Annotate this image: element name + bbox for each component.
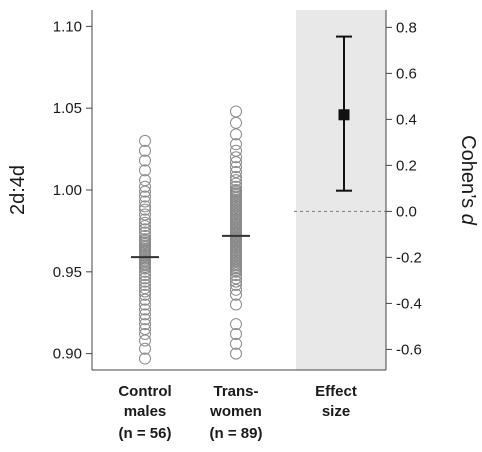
right-y-axis-title-italic: d <box>457 214 479 226</box>
right-tick-label: -0.2 <box>396 249 422 266</box>
data-point <box>230 116 242 129</box>
data-point <box>230 278 242 291</box>
data-point <box>230 161 242 174</box>
data-point <box>230 288 242 301</box>
left-tick-label: 1.00 <box>53 182 82 199</box>
right-y-axis-title-prefix: Cohen’s <box>457 135 479 214</box>
data-point <box>139 278 151 291</box>
right-tick-label: 0.2 <box>396 157 417 174</box>
left-y-axis: 0.90 0.95 1.00 1.05 1.10 <box>53 18 92 363</box>
data-points <box>139 105 242 365</box>
data-point <box>139 318 151 331</box>
data-point <box>139 180 151 193</box>
data-point <box>230 184 242 196</box>
data-point <box>139 154 151 167</box>
data-point <box>230 170 242 183</box>
data-point <box>230 144 242 157</box>
data-point <box>230 166 242 178</box>
data-point <box>139 216 151 229</box>
left-tick-label: 0.90 <box>53 346 82 363</box>
data-point <box>139 282 151 295</box>
data-point <box>139 208 151 221</box>
data-point <box>139 144 151 157</box>
data-point <box>139 352 151 365</box>
data-point <box>139 226 151 239</box>
data-point <box>230 347 242 360</box>
right-tick-label: -0.6 <box>396 341 422 358</box>
data-point <box>139 213 151 226</box>
left-tick-label: 1.05 <box>53 100 82 117</box>
data-point <box>139 342 151 355</box>
data-point <box>139 298 151 311</box>
right-tick-label: -0.4 <box>396 295 422 312</box>
data-point <box>139 285 151 298</box>
data-point <box>139 303 151 316</box>
data-point <box>230 328 242 340</box>
right-tick-label: 0.8 <box>396 19 417 36</box>
group-label-line: males <box>124 403 167 420</box>
data-point <box>139 164 151 177</box>
effect-size-marker <box>294 35 386 212</box>
data-point <box>139 134 151 147</box>
data-point <box>139 223 151 236</box>
data-point <box>139 334 151 347</box>
data-point <box>139 328 151 340</box>
data-point <box>139 275 151 288</box>
data-point <box>139 203 151 216</box>
data-point <box>230 337 242 350</box>
group-label-line: women <box>209 403 262 420</box>
data-point <box>230 105 242 118</box>
data-point <box>139 190 151 203</box>
data-point <box>139 308 151 321</box>
data-point <box>230 151 242 164</box>
data-point <box>230 318 242 331</box>
data-point <box>139 200 151 213</box>
data-point <box>139 288 151 301</box>
data-point <box>139 233 151 246</box>
data-point <box>139 195 151 208</box>
data-point <box>139 323 151 336</box>
x-category-labels: Control males (n = 56) Trans-women (n = 89) E… <box>118 383 357 442</box>
left-tick-label: 1.10 <box>53 18 82 35</box>
right-y-axis-title: Cohen’s d <box>457 135 479 226</box>
data-point <box>230 138 242 151</box>
right-y-axis: -0.6 -0.4 -0.2 0.0 0.2 0.4 0.6 0.8 <box>386 19 422 358</box>
data-point <box>230 180 242 193</box>
effect-size-point <box>338 109 350 121</box>
group-mean-lines <box>131 234 250 259</box>
group-label-line: Control <box>118 383 171 400</box>
right-tick-label: 0.4 <box>396 111 417 128</box>
group-n-label: (n = 56) <box>119 425 172 442</box>
data-point <box>139 174 151 187</box>
data-point <box>139 313 151 326</box>
left-tick-label: 0.95 <box>53 264 82 281</box>
data-point <box>139 229 151 242</box>
group-label-line: Trans- <box>213 383 258 400</box>
group-n-label: (n = 89) <box>210 425 263 442</box>
data-point <box>230 298 242 311</box>
right-tick-label: 0.6 <box>396 65 417 82</box>
effect-size-label-line: Effect <box>315 383 357 400</box>
data-point <box>230 174 242 187</box>
left-y-axis-title: 2d:4d <box>7 165 29 215</box>
effect-size-label-line: size <box>322 403 350 420</box>
right-tick-label: 0.0 <box>396 203 417 220</box>
